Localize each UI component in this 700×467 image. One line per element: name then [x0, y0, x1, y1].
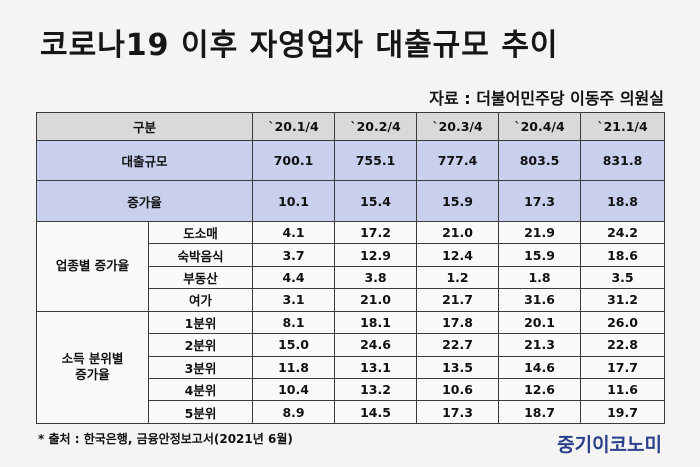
cell: 15.9 — [416, 180, 500, 222]
table-header-row: 구분 `20.1/4 `20.2/4 `20.3/4 `20.4/4 `21.1… — [35, 112, 666, 141]
industry-group-label: 업종별 증가율 — [36, 220, 149, 312]
income-group-label-line2: 증가율 — [75, 367, 110, 383]
publisher-logo: 중기이코노미 — [557, 434, 662, 456]
cell: 4.4 — [252, 265, 336, 290]
cell: 12.4 — [416, 243, 500, 267]
row-label: 3분위 — [147, 355, 254, 380]
cell: 755.1 — [334, 139, 418, 182]
cell: 11.6 — [580, 378, 666, 402]
cell: 11.8 — [252, 355, 336, 380]
cell: 21.3 — [498, 333, 582, 357]
cell: 18.1 — [334, 310, 418, 335]
cell: 17.8 — [416, 310, 500, 335]
footnote: * 출처 : 한국은행, 금융안정보고서(2021년 6월) — [38, 432, 293, 446]
cell: 13.5 — [416, 355, 500, 380]
cell: 24.6 — [334, 333, 418, 357]
cell: 15.9 — [498, 243, 582, 267]
cell: 21.7 — [416, 288, 500, 312]
row-label: 대출규모 — [35, 139, 254, 182]
cell: 10.4 — [252, 378, 336, 402]
row-label: 증가율 — [35, 180, 254, 222]
cell: 18.7 — [498, 400, 582, 424]
cell: 700.1 — [252, 139, 336, 182]
cell: 14.6 — [498, 355, 582, 380]
cell: 17.3 — [416, 400, 500, 424]
cell: 1.2 — [416, 265, 500, 290]
row-label: 1분위 — [147, 310, 254, 335]
cell: 3.7 — [252, 243, 336, 267]
cell: 15.4 — [334, 180, 418, 222]
table-row: 업종별 증가율 도소매 4.1 17.2 21.0 21.9 24.2 — [36, 220, 666, 312]
cell: 12.6 — [498, 378, 582, 402]
cell: 3.1 — [252, 288, 336, 312]
cell: 18.8 — [580, 180, 666, 222]
cell: 8.1 — [252, 310, 336, 335]
cell: 777.4 — [416, 139, 500, 182]
cell: 3.5 — [580, 265, 666, 290]
table-row: 4분위 10.4 13.2 10.6 12.6 11.6 — [37, 378, 666, 402]
cell: 3.8 — [334, 265, 418, 290]
cell: 10.6 — [416, 378, 500, 402]
header-cell: 구분 — [35, 112, 254, 141]
cell: 24.2 — [580, 220, 666, 245]
cell: 10.1 — [252, 180, 336, 222]
cell: 26.0 — [580, 310, 666, 335]
table-row: 여가 3.1 21.0 21.7 31.6 31.2 — [37, 288, 666, 312]
row-label: 2분위 — [147, 333, 254, 357]
header-cell: `20.3/4 — [416, 112, 500, 141]
cell: 15.0 — [252, 333, 336, 357]
income-group-label-line1: 소득 분위별 — [61, 351, 124, 367]
cell: 22.8 — [580, 333, 666, 357]
row-label: 부동산 — [147, 265, 254, 290]
cell: 19.7 — [580, 400, 666, 424]
cell: 14.5 — [334, 400, 418, 424]
cell: 8.9 — [252, 400, 336, 424]
cell: 1.8 — [498, 265, 582, 290]
loan-table: 구분 `20.1/4 `20.2/4 `20.3/4 `20.4/4 `21.1… — [35, 112, 666, 425]
page-title: 코로나19 이후 자영업자 대출규모 추이 — [40, 28, 559, 63]
cell: 4.1 — [252, 220, 336, 245]
cell: 20.1 — [498, 310, 582, 335]
cell: 17.7 — [580, 355, 666, 380]
row-label: 5분위 — [147, 400, 254, 424]
growth-row: 증가율 10.1 15.4 15.9 17.3 18.8 — [35, 180, 666, 222]
cell: 13.2 — [334, 378, 418, 402]
cell: 31.2 — [580, 288, 666, 312]
cell: 831.8 — [580, 139, 666, 182]
cell: 21.0 — [416, 220, 500, 245]
cell: 17.2 — [334, 220, 418, 245]
table-row: 5분위 8.9 14.5 17.3 18.7 19.7 — [37, 400, 666, 424]
row-label: 도소매 — [147, 220, 254, 245]
cell: 803.5 — [498, 139, 582, 182]
cell: 18.6 — [580, 243, 666, 267]
table-row: 2분위 15.0 24.6 22.7 21.3 22.8 — [37, 333, 666, 357]
row-label: 숙박음식 — [147, 243, 254, 267]
source-caption: 자료 : 더불어민주당 이동주 의원실 — [429, 89, 664, 108]
cell: 17.3 — [498, 180, 582, 222]
header-cell: `20.1/4 — [252, 112, 336, 141]
row-label: 4분위 — [147, 378, 254, 402]
table-row: 3분위 11.8 13.1 13.5 14.6 17.7 — [37, 355, 666, 380]
table-row: 소득 분위별 증가율 1분위 8.1 18.1 17.8 20.1 26.0 — [36, 310, 666, 425]
table-row: 숙박음식 3.7 12.9 12.4 15.9 18.6 — [37, 243, 666, 267]
row-label: 여가 — [147, 288, 254, 312]
cell: 21.9 — [498, 220, 582, 245]
cell: 22.7 — [416, 333, 500, 357]
cell: 13.1 — [334, 355, 418, 380]
income-group-label: 소득 분위별 증가율 — [36, 310, 149, 425]
header-cell: `20.4/4 — [498, 112, 582, 141]
cell: 12.9 — [334, 243, 418, 267]
loan-row: 대출규모 700.1 755.1 777.4 803.5 831.8 — [35, 139, 666, 182]
header-cell: `21.1/4 — [580, 112, 666, 141]
header-cell: `20.2/4 — [334, 112, 418, 141]
cell: 21.0 — [334, 288, 418, 312]
cell: 31.6 — [498, 288, 582, 312]
